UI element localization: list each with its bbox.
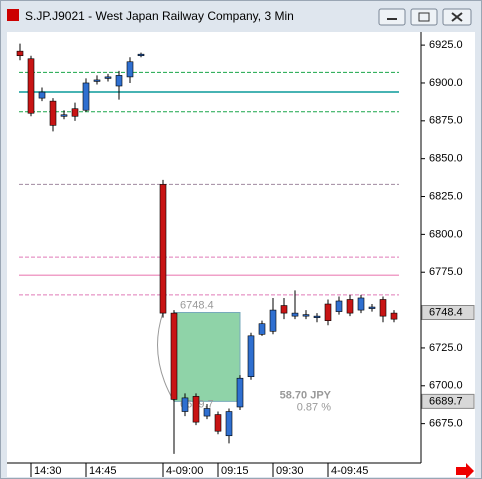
candle-body <box>247 335 255 377</box>
x-tick-label: 09:30 <box>276 465 304 477</box>
candle-body <box>16 50 24 57</box>
candle-body <box>38 91 46 99</box>
close-icon <box>451 12 463 22</box>
candle-body <box>379 299 387 317</box>
candle-body <box>82 82 90 111</box>
candle-body <box>280 305 288 314</box>
measure-percent: 0.87 % <box>297 401 331 413</box>
x-tick-label: 14:30 <box>34 465 62 477</box>
y-tick-label: 6825.0 <box>429 190 463 202</box>
candle-body <box>49 100 57 126</box>
candle-body <box>269 309 277 332</box>
candle-body <box>126 61 134 78</box>
x-tick-label: 4-09:45 <box>331 465 368 477</box>
y-tick-label: 6800.0 <box>429 228 463 240</box>
x-tick-label: 09:15 <box>221 465 249 477</box>
candle-body <box>60 114 68 117</box>
y-tick-label: 6850.0 <box>429 153 463 165</box>
y-tick-label: 6925.0 <box>429 39 463 51</box>
candle-body <box>181 397 189 412</box>
price-label-box <box>421 393 475 409</box>
window-buttons[interactable] <box>378 8 472 26</box>
candle-body <box>137 53 145 57</box>
candle-body <box>335 300 343 312</box>
measure-box <box>173 312 241 402</box>
candle-body <box>357 297 365 311</box>
candle-body <box>115 75 123 87</box>
measure-start-label: 6748.4 <box>180 299 214 311</box>
candle-body <box>192 396 200 423</box>
y-tick-label: 6775.0 <box>429 266 463 278</box>
price-label: 6689.7 <box>429 395 463 407</box>
measure-arc <box>157 312 175 402</box>
maximize-button[interactable] <box>410 8 438 26</box>
candle-body <box>170 312 178 400</box>
maximize-icon <box>418 12 430 22</box>
y-tick-label: 6900.0 <box>429 77 463 89</box>
candle-body <box>390 312 398 320</box>
window-title: S.JP.J9021 - West Japan Railway Company,… <box>25 9 294 23</box>
candle-body <box>313 315 321 318</box>
chart-area <box>7 32 475 477</box>
candle-body <box>302 314 310 317</box>
candle-body <box>93 79 101 82</box>
candle-body <box>214 414 222 432</box>
y-tick-label: 6875.0 <box>429 115 463 127</box>
scroll-arrow[interactable] <box>456 463 474 478</box>
candle-body <box>159 184 167 314</box>
y-tick-label: 6675.0 <box>429 418 463 430</box>
candle-body <box>258 323 266 335</box>
measure-change: 58.70 JPY <box>280 389 332 401</box>
candle-body <box>236 377 244 408</box>
y-tick-label: 6700.0 <box>429 380 463 392</box>
price-label-box <box>421 305 475 320</box>
candle-body <box>346 299 354 314</box>
candle-body <box>368 306 376 309</box>
candle-body <box>324 303 332 321</box>
x-tick-label: 4-09:00 <box>166 465 203 477</box>
y-tick-label: 6725.0 <box>429 342 463 354</box>
minimize-icon <box>387 18 397 20</box>
candle-body <box>203 408 211 417</box>
candle-body <box>291 312 299 317</box>
price-label: 6748.4 <box>429 306 463 318</box>
candle-body <box>225 411 233 437</box>
minimize-button[interactable] <box>378 8 406 26</box>
app-icon <box>7 9 19 21</box>
candle-body <box>71 108 79 117</box>
candle-body <box>104 76 112 79</box>
candle-body <box>27 58 35 114</box>
x-tick-label: 14:45 <box>89 465 117 477</box>
